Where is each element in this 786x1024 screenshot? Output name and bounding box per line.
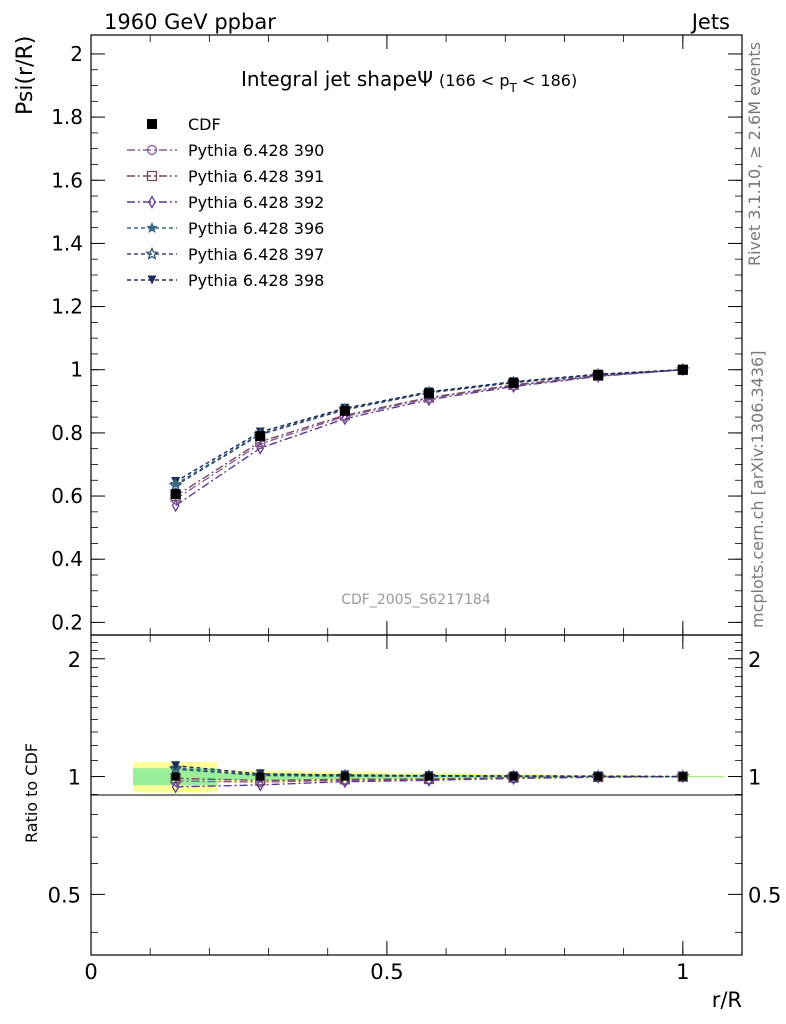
main-ytick-label: 1	[70, 358, 83, 382]
ratio-ytick-label: 1	[68, 766, 81, 790]
legend-marker	[147, 119, 157, 129]
ratio-point-cdf	[340, 772, 349, 781]
main-point-series-0	[255, 431, 266, 442]
legend-marker	[147, 275, 157, 285]
ratio-point-series-2	[256, 778, 265, 792]
main-point-series-3	[340, 411, 349, 426]
ratio-point-cdf	[256, 772, 265, 781]
ratio-point-series-4	[168, 761, 183, 775]
ratio-point-cdf	[509, 772, 518, 781]
mcplots-label: mcplots.cern.ch [arXiv:1306.3436]	[748, 351, 767, 628]
main-point-series-5	[168, 478, 183, 492]
main-ytick-label: 2	[70, 42, 83, 66]
legend: CDF Pythia 6.428 390 Pythia 6.428 391 Pythi…	[127, 115, 324, 290]
main-point-series-0	[593, 370, 604, 381]
legend-label: Pythia 6.428 391	[188, 167, 324, 186]
legend-label: CDF	[188, 115, 221, 134]
main-ylabel: Psi(r/R)	[13, 36, 38, 115]
main-ytick-label: 0.6	[51, 484, 83, 508]
ratio-panel: 0.5 0.5 1 1 2 2 0 0.5 1 Ratio to CDF r/R	[22, 634, 781, 1012]
ratio-xtick-label: 0.5	[370, 960, 403, 984]
ratio-series-markers	[168, 761, 690, 794]
main-series-markers	[168, 362, 690, 513]
ratio-ylabel: Ratio to CDF	[22, 743, 41, 843]
legend-label: Pythia 6.428 397	[188, 245, 324, 264]
main-ytick-label: 0.8	[51, 421, 83, 445]
main-ytick-label: 1.8	[51, 105, 83, 129]
main-panel: 0.2 0.4 0.6 0.8 1 1.2 1.4 1.6 1.8 2 Integral jet …	[13, 34, 743, 636]
ratio-xtick-label: 0	[84, 960, 97, 984]
main-point-series-0	[170, 489, 181, 500]
ratio-point-series-5	[171, 761, 181, 771]
legend-marker	[146, 221, 158, 234]
legend-marker	[148, 195, 156, 209]
ratio-xlabel: r/R	[712, 988, 742, 1012]
ratio-ticks: 0.5 0.5 1 1 2 2 0 0.5 1	[48, 635, 781, 984]
legend-marker	[145, 246, 159, 260]
legend-label: Pythia 6.428 396	[188, 219, 324, 238]
main-ytick-label: 1.2	[51, 295, 83, 319]
ratio-ytick-label: 2	[68, 648, 81, 672]
legend-marker	[146, 144, 158, 156]
main-ytick-label: 1.6	[51, 168, 83, 192]
main-ytick-label: 1.4	[51, 231, 83, 255]
legend-marker	[146, 170, 158, 182]
ratio-point-cdf	[171, 772, 180, 781]
ratio-ytick-label-right: 2	[748, 648, 761, 672]
main-ticks: 0.2 0.4 0.6 0.8 1 1.2 1.4 1.6 1.8 2	[51, 35, 743, 635]
main-ytick-label: 0.2	[51, 610, 83, 634]
legend-label: Pythia 6.428 392	[188, 193, 324, 212]
header-right: Jets	[690, 10, 730, 34]
ratio-point-cdf	[594, 772, 603, 781]
ratio-point-series-2	[171, 780, 180, 794]
ratio-xtick-label: 1	[676, 960, 689, 984]
ratio-point-cdf	[678, 772, 687, 781]
legend-label: Pythia 6.428 398	[188, 271, 324, 290]
main-title: Integral jet shapeΨ (166 < pT < 186)	[241, 67, 577, 95]
ratio-ytick-label: 0.5	[48, 883, 81, 907]
legend-label: Pythia 6.428 390	[188, 141, 324, 160]
main-ytick-label: 0.4	[51, 547, 83, 571]
ratio-frame	[90, 634, 743, 956]
main-point-series-0	[423, 388, 434, 399]
ratio-ytick-label-right: 0.5	[748, 883, 781, 907]
ratio-point-cdf	[424, 772, 433, 781]
rivet-label: Rivet 3.1.10, ≥ 2.6M events	[745, 42, 764, 266]
main-point-series-0	[508, 378, 519, 388]
main-point-series-0	[339, 405, 350, 416]
ratio-ytick-label-right: 1	[748, 766, 761, 790]
header-left: 1960 GeV ppbar	[104, 10, 276, 34]
main-point-series-0	[677, 364, 688, 375]
analysis-watermark: CDF_2005_S6217184	[341, 592, 491, 608]
main-point-series-4	[169, 477, 182, 490]
